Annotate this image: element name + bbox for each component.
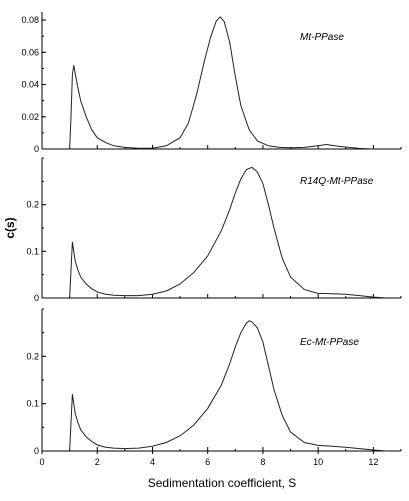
chart-panels: 0 0.02 0.04 0.06 0.08 Mt-PPase 0 0.1 0.2 R14Q-Mt-… — [21, 12, 402, 456]
y-tick-label: 0.1 — [26, 246, 39, 256]
x-tick-label: 10 — [313, 457, 323, 467]
y-tick-label: 0.02 — [21, 112, 39, 122]
panel-1: 0 0.02 0.04 0.06 0.08 Mt-PPase — [21, 12, 402, 154]
y-tick-label: 0.2 — [26, 200, 39, 210]
y-tick-label: 0.2 — [26, 351, 39, 361]
panel-3: 0 0.1 0.2 Ec-Mt-PPase — [26, 308, 402, 456]
x-axis-label: Sedimentation coefficient, S — [148, 476, 297, 490]
panel-label: R14Q-Mt-PPase — [300, 176, 374, 187]
series-line — [69, 166, 388, 299]
y-tick-label: 0.04 — [21, 80, 39, 90]
x-tick-label: 12 — [368, 457, 378, 467]
x-axis: 0 2 4 6 8 10 12 — [39, 451, 378, 467]
x-tick-label: 0 — [39, 457, 44, 467]
x-tick-label: 2 — [95, 457, 100, 467]
y-tick-label: 0 — [34, 446, 39, 456]
series-line — [69, 16, 374, 150]
series-line — [69, 320, 388, 452]
panel-label: Mt-PPase — [300, 32, 344, 43]
y-axis-label: c(s) — [3, 217, 17, 238]
y-tick-label: 0.08 — [21, 15, 39, 25]
x-tick-label: 8 — [260, 457, 265, 467]
y-tick-label: 0 — [34, 293, 39, 303]
x-tick-label: 4 — [150, 457, 155, 467]
panel-label: Ec-Mt-PPase — [300, 337, 359, 348]
x-tick-label: 6 — [205, 457, 210, 467]
panel-2: 0 0.1 0.2 R14Q-Mt-PPase — [26, 157, 402, 303]
y-tick-label: 0 — [34, 144, 39, 154]
y-tick-label: 0.1 — [26, 399, 39, 409]
y-tick-label: 0.06 — [21, 47, 39, 57]
